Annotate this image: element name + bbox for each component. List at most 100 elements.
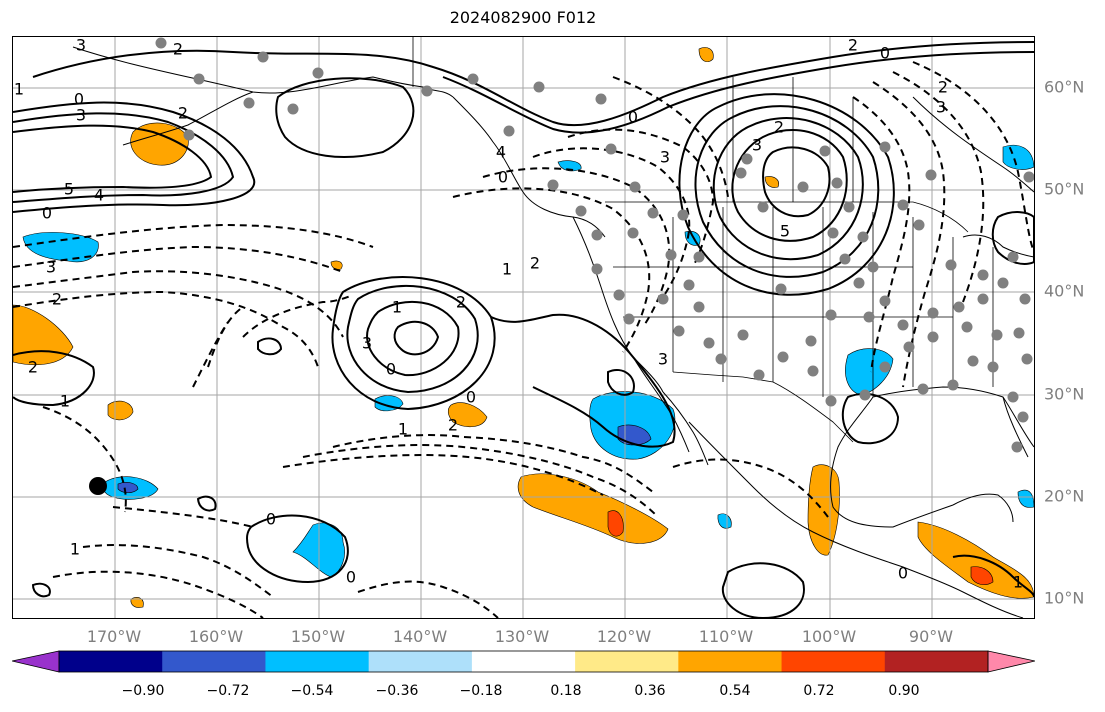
contour-neg-south-6 xyxy=(52,570,264,618)
station-dots xyxy=(155,37,1034,453)
coast-mexico-west xyxy=(688,421,1024,618)
colorbar xyxy=(12,650,1035,673)
contour-neg-east-2 xyxy=(872,81,946,388)
station-dot xyxy=(421,85,433,97)
lat-label-60n: 60°N xyxy=(1044,77,1085,97)
shade-orange-gulf xyxy=(807,464,840,556)
station-dot xyxy=(715,353,727,365)
station-dot xyxy=(627,227,639,239)
station-dot xyxy=(503,125,515,137)
contour-low-center-1 xyxy=(731,128,848,242)
contour-label: 5 xyxy=(780,222,790,241)
station-dot xyxy=(839,253,851,265)
lon-label-120w: 120°W xyxy=(596,627,652,646)
station-dot xyxy=(879,295,891,307)
shade-purple-hawaii xyxy=(117,482,139,494)
colorbar-segment xyxy=(884,651,989,672)
colorbar-tick: 0.54 xyxy=(719,683,751,699)
coast-hudson xyxy=(912,96,1034,193)
contour-label: 1 xyxy=(60,392,70,411)
colorbar-tick: −0.54 xyxy=(290,683,334,699)
contour-label: 3 xyxy=(46,258,56,277)
contour-neg-west-2 xyxy=(13,290,319,368)
contour-alaska-jet-2 xyxy=(13,112,235,203)
contour-label: 3 xyxy=(660,148,670,167)
contour-label: 0 xyxy=(346,568,356,587)
station-dot xyxy=(753,369,765,381)
shade-red-central-america xyxy=(970,566,994,586)
coast-gulf-california xyxy=(662,391,709,466)
station-dot xyxy=(693,301,705,313)
station-dot xyxy=(683,279,695,291)
station-dot xyxy=(913,219,925,231)
station-dot xyxy=(591,229,603,241)
station-dot xyxy=(312,67,324,79)
border-us-canada xyxy=(605,201,969,233)
contour-low-center-4 xyxy=(678,93,895,296)
station-dot xyxy=(827,227,839,239)
station-dot xyxy=(591,263,603,275)
station-dot xyxy=(155,37,167,49)
contour-neg-west-1 xyxy=(13,270,344,338)
contour-label: 0 xyxy=(498,168,508,187)
contour-label: 3 xyxy=(76,106,86,125)
contour-label: 0 xyxy=(42,204,52,223)
contour-mid-gyre-4 xyxy=(331,276,496,411)
shade-orange-aleutian xyxy=(130,122,189,166)
contour-label: 3 xyxy=(752,136,762,155)
station-dot xyxy=(595,93,607,105)
contour-neg-south-1 xyxy=(332,434,654,493)
coast-great-lakes xyxy=(962,234,1034,258)
black-marker xyxy=(89,477,107,495)
coast-us-west xyxy=(572,216,664,393)
contour-low-center-5 xyxy=(762,146,831,218)
contour-label: 2 xyxy=(448,416,458,435)
lon-label-100w: 100°W xyxy=(801,627,857,646)
contour-label: 0 xyxy=(74,90,84,109)
lon-label-160w: 160°W xyxy=(188,627,244,646)
station-dot xyxy=(575,205,587,217)
station-dot xyxy=(735,167,747,179)
station-dot xyxy=(467,73,479,85)
contour-low-center-3 xyxy=(694,105,880,278)
station-dot xyxy=(1011,441,1023,453)
contour-neg-se-1 xyxy=(357,580,499,618)
station-dot xyxy=(1007,391,1019,403)
colorbar-tick: 0.90 xyxy=(888,683,920,699)
station-dot xyxy=(825,395,837,407)
station-dot xyxy=(977,293,989,305)
contour-neg-east-4 xyxy=(912,61,1034,253)
lon-label-170w: 170°W xyxy=(86,627,142,646)
shade-blue-caribbean xyxy=(1017,489,1034,508)
shade-orange-central-america xyxy=(917,521,1034,599)
lat-label-40n: 40°N xyxy=(1044,281,1085,301)
contour-neg-north-low xyxy=(612,76,729,198)
shade-blue-small-3 xyxy=(717,513,732,529)
coast-us-gulf xyxy=(872,386,1034,448)
shade-orange-small-1 xyxy=(698,47,714,62)
contour-label: 1 xyxy=(1013,573,1023,592)
station-dot xyxy=(623,313,635,325)
station-dot xyxy=(879,141,891,153)
colorbar-segment xyxy=(471,651,576,672)
contour-label: 1 xyxy=(502,260,512,279)
station-dot xyxy=(857,231,869,243)
colorbar-extend-high xyxy=(987,650,1035,673)
contour-south-2 xyxy=(721,562,805,618)
contour-neg-south-5 xyxy=(82,544,274,598)
station-dot xyxy=(741,153,753,165)
lon-label-130w: 130°W xyxy=(494,627,550,646)
station-dot xyxy=(605,143,617,155)
lat-label-10n: 10°N xyxy=(1044,588,1085,608)
contour-neg-west-bend xyxy=(42,406,127,513)
station-dot xyxy=(987,361,999,373)
station-dot xyxy=(805,335,817,347)
contour-label: 3 xyxy=(76,37,86,55)
colorbar-tick: −0.72 xyxy=(206,683,250,699)
contour-west-gyre xyxy=(13,350,95,407)
station-dot xyxy=(807,365,819,377)
contour-label: 2 xyxy=(938,78,948,97)
station-dot xyxy=(193,73,205,85)
